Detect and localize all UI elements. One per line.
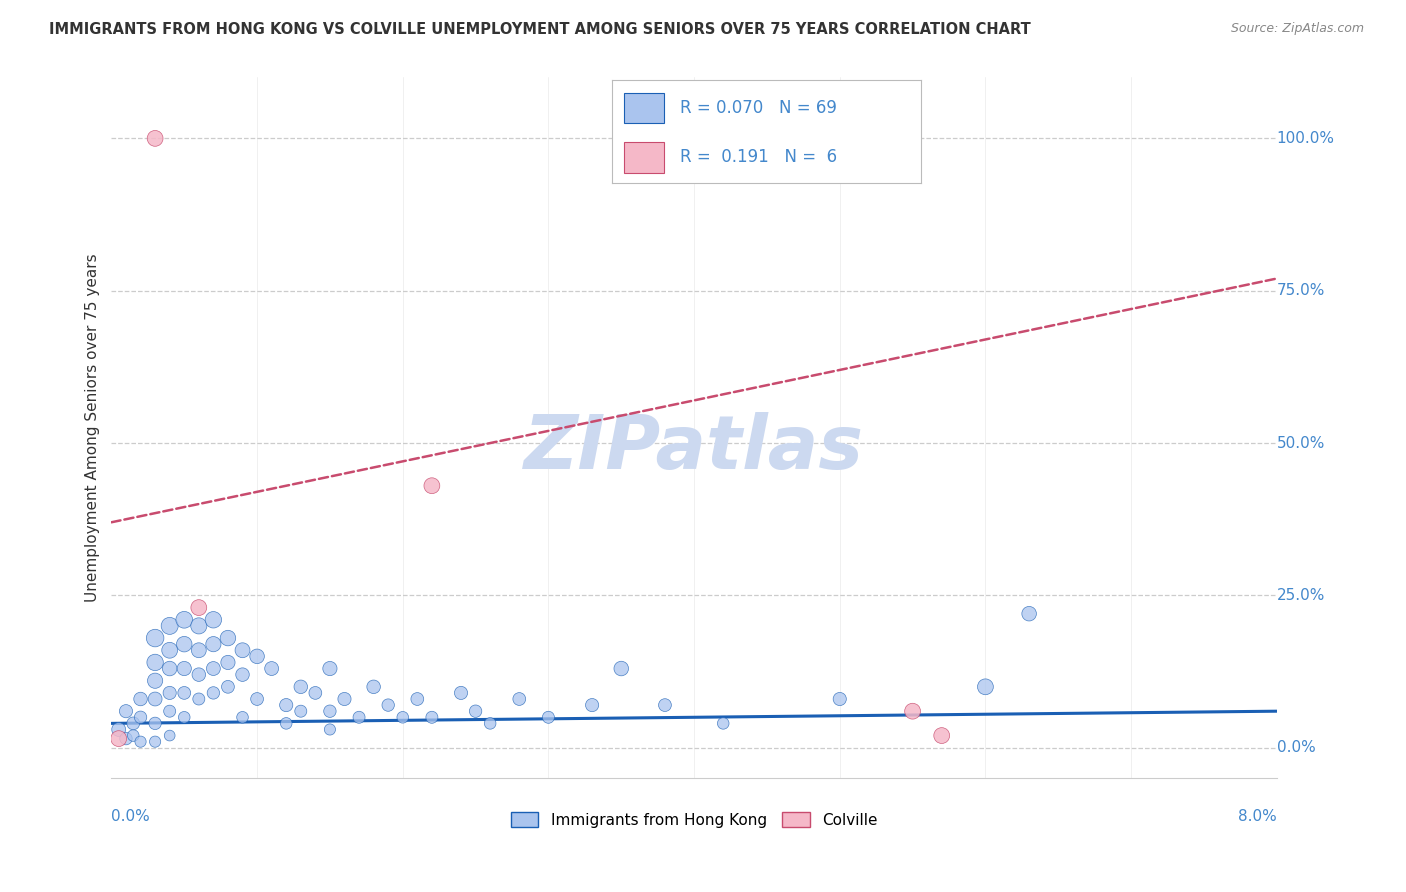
Text: 75.0%: 75.0% (1277, 284, 1324, 298)
Point (276, 716, 298, 731)
Point (217, 680, 239, 694)
Point (420, 710, 443, 724)
Point (464, 704, 486, 718)
Point (202, 686, 225, 700)
Point (173, 686, 195, 700)
Point (363, 680, 385, 694)
Point (290, 704, 312, 718)
Point (107, 731, 129, 746)
Point (319, 661, 342, 675)
Point (290, 680, 312, 694)
Point (231, 643, 253, 657)
Point (610, 661, 633, 675)
Point (333, 692, 356, 706)
Point (187, 619, 209, 633)
Point (122, 716, 145, 731)
Point (828, 692, 851, 706)
Text: 0.0%: 0.0% (111, 809, 150, 824)
Point (319, 723, 342, 737)
Point (107, 723, 129, 737)
Text: 50.0%: 50.0% (1277, 435, 1324, 450)
Point (187, 667, 209, 681)
Point (173, 661, 195, 675)
Point (479, 716, 502, 731)
Point (391, 710, 413, 724)
Legend: Immigrants from Hong Kong, Colville: Immigrants from Hong Kong, Colville (505, 805, 883, 834)
Text: 0.0%: 0.0% (1277, 740, 1316, 756)
Point (276, 698, 298, 712)
Point (537, 710, 560, 724)
Point (143, 131, 166, 145)
Point (143, 716, 166, 731)
Point (450, 686, 472, 700)
Point (202, 613, 225, 627)
Point (901, 704, 924, 718)
Point (246, 649, 269, 664)
Point (202, 661, 225, 675)
Text: 8.0%: 8.0% (1239, 809, 1277, 824)
Point (122, 729, 145, 743)
Point (231, 710, 253, 724)
Point (159, 686, 181, 700)
Point (217, 631, 239, 645)
Point (129, 734, 152, 748)
Point (1018, 607, 1040, 621)
Point (974, 680, 997, 694)
Point (159, 643, 181, 657)
Point (115, 731, 138, 746)
Point (143, 692, 166, 706)
Text: R =  0.191   N =  6: R = 0.191 N = 6 (679, 148, 837, 166)
Point (319, 704, 342, 718)
Text: IMMIGRANTS FROM HONG KONG VS COLVILLE UNEMPLOYMENT AMONG SENIORS OVER 75 YEARS C: IMMIGRANTS FROM HONG KONG VS COLVILLE UN… (49, 22, 1031, 37)
Point (159, 729, 181, 743)
Point (931, 729, 953, 743)
Point (231, 667, 253, 681)
Point (711, 716, 734, 731)
Point (420, 479, 443, 493)
Point (377, 698, 399, 712)
Point (129, 710, 152, 724)
Point (143, 673, 166, 688)
Text: 100.0%: 100.0% (1277, 131, 1334, 146)
FancyBboxPatch shape (624, 142, 664, 173)
Point (187, 600, 209, 615)
Point (143, 656, 166, 670)
Point (508, 692, 530, 706)
Point (217, 656, 239, 670)
Text: R = 0.070   N = 69: R = 0.070 N = 69 (679, 99, 837, 117)
Text: Source: ZipAtlas.com: Source: ZipAtlas.com (1230, 22, 1364, 36)
Point (159, 619, 181, 633)
Point (246, 692, 269, 706)
Point (159, 704, 181, 718)
Point (143, 631, 166, 645)
Point (347, 710, 370, 724)
Point (304, 686, 326, 700)
Point (187, 643, 209, 657)
Point (173, 710, 195, 724)
Y-axis label: Unemployment Among Seniors over 75 years: Unemployment Among Seniors over 75 years (86, 253, 100, 602)
Point (187, 692, 209, 706)
Text: ZIPatlas: ZIPatlas (524, 412, 865, 485)
Point (260, 661, 283, 675)
Point (143, 734, 166, 748)
FancyBboxPatch shape (624, 93, 664, 123)
Point (202, 637, 225, 651)
Point (129, 692, 152, 706)
Point (115, 704, 138, 718)
Point (173, 613, 195, 627)
Point (173, 637, 195, 651)
Point (654, 698, 676, 712)
Point (581, 698, 603, 712)
Point (406, 692, 429, 706)
Text: 25.0%: 25.0% (1277, 588, 1324, 603)
Point (159, 661, 181, 675)
